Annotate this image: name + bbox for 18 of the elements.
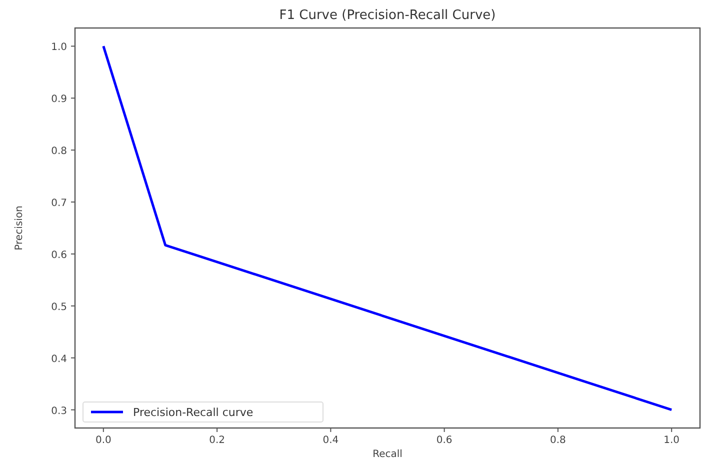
x-tick-label: 0.4 bbox=[322, 435, 339, 446]
x-tick-label: 0.6 bbox=[436, 435, 452, 446]
y-tick-label: 0.4 bbox=[51, 354, 67, 365]
x-tick-label: 0.0 bbox=[95, 435, 112, 446]
y-tick-label: 0.8 bbox=[51, 146, 67, 158]
x-axis-title: Recall bbox=[372, 449, 402, 459]
legend-label: Precision-Recall curve bbox=[133, 406, 254, 419]
x-tick-label: 0.2 bbox=[209, 435, 225, 446]
y-tick-label: 0.5 bbox=[51, 302, 67, 313]
y-tick-label: 0.6 bbox=[51, 250, 67, 261]
x-tick-label: 1.0 bbox=[664, 435, 680, 446]
x-tick-label: 0.8 bbox=[550, 435, 566, 446]
y-tick-label: 0.9 bbox=[51, 94, 67, 106]
y-tick-label: 1.0 bbox=[51, 42, 67, 54]
y-tick-label: 0.7 bbox=[51, 198, 67, 210]
y-tick-label: 0.3 bbox=[51, 406, 67, 417]
chart-title: F1 Curve (Precision-Recall Curve) bbox=[279, 8, 496, 23]
y-axis-title: Precision bbox=[14, 206, 25, 250]
